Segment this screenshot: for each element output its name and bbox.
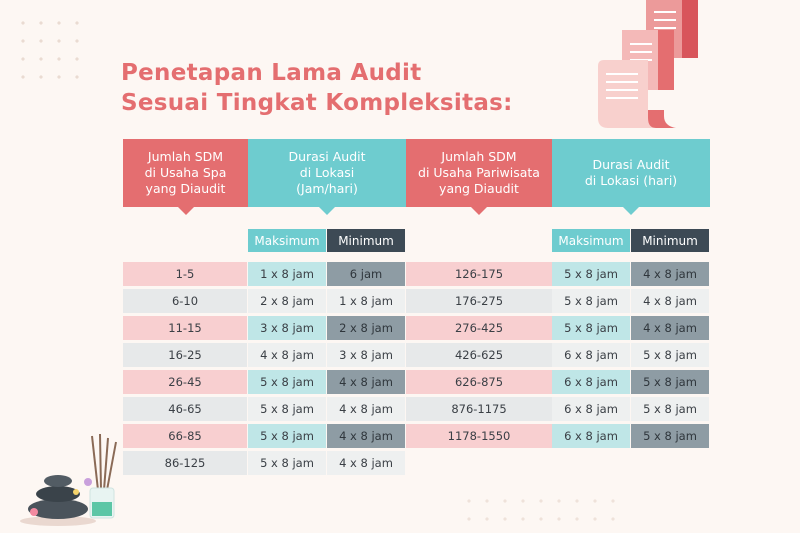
header-text: di Lokasi (299, 165, 355, 180)
spa-max-cell: 2 x 8 jam (248, 289, 326, 313)
pariwisata-max-cell: 5 x 8 jam (552, 316, 630, 340)
pariwisata-sdm-cell: 276-425 (406, 316, 552, 340)
pariwisata-sdm-cell: 876-1175 (406, 397, 552, 421)
decorative-dots-bottom (460, 492, 620, 528)
subheader-spa-minimum: Minimum (327, 229, 405, 252)
documents-stack-icon (598, 0, 698, 128)
pariwisata-max-cell: 5 x 8 jam (552, 289, 630, 313)
subheader-pariwisata-maksimum: Maksimum (552, 229, 630, 252)
header-text: di Usaha Spa (144, 165, 227, 180)
header-spa-durasi: Durasi Audit di Lokasi (Jam/hari) (248, 139, 406, 215)
spa-max-cell: 5 x 8 jam (248, 451, 326, 475)
spa-sdm-cell: 16-25 (123, 343, 247, 367)
header-text: Durasi Audit (288, 149, 366, 164)
title-line-1: Penetapan Lama Audit (121, 60, 422, 86)
subheader-spa-maksimum: Maksimum (248, 229, 326, 252)
spa-stones-icon (20, 475, 96, 526)
header-spa-sdm: Jumlah SDM di Usaha Spa yang Diaudit (123, 139, 248, 215)
pariwisata-min-cell: 5 x 8 jam (631, 424, 709, 448)
spa-min-cell: 4 x 8 jam (327, 424, 405, 448)
pariwisata-max-cell: 6 x 8 jam (552, 370, 630, 394)
spa-max-cell: 3 x 8 jam (248, 316, 326, 340)
reed-diffuser-icon (84, 433, 117, 519)
header-text: (Jam/hari) (296, 181, 358, 196)
pariwisata-sdm-cell: 126-175 (406, 262, 552, 286)
pariwisata-min-cell: 4 x 8 jam (631, 316, 709, 340)
spa-min-cell: 6 jam (327, 262, 405, 286)
spa-min-cell: 1 x 8 jam (327, 289, 405, 313)
subheader-pariwisata-minimum: Minimum (631, 229, 709, 252)
spa-min-cell: 3 x 8 jam (327, 343, 405, 367)
header-text: Jumlah SDM (441, 149, 517, 164)
spa-max-cell: 5 x 8 jam (248, 397, 326, 421)
header-text: yang Diaudit (145, 181, 226, 196)
pariwisata-min-cell: 5 x 8 jam (631, 343, 709, 367)
spa-min-cell: 4 x 8 jam (327, 397, 405, 421)
decorative-dots (14, 14, 84, 84)
spa-min-cell: 4 x 8 jam (327, 370, 405, 394)
spa-sdm-cell: 86-125 (123, 451, 247, 475)
header-pariwisata-sdm: Jumlah SDM di Usaha Pariwisata yang Diau… (406, 139, 552, 215)
spa-max-cell: 5 x 8 jam (248, 370, 326, 394)
header-text: Durasi Audit (592, 157, 670, 172)
pariwisata-min-cell: 4 x 8 jam (631, 262, 709, 286)
pariwisata-min-cell: 4 x 8 jam (631, 289, 709, 313)
pariwisata-min-cell: 5 x 8 jam (631, 370, 709, 394)
header-text: Jumlah SDM (147, 149, 224, 164)
title-line-2: Sesuai Tingkat Kompleksitas: (121, 90, 513, 116)
pariwisata-sdm-cell: 626-875 (406, 370, 552, 394)
spa-sdm-cell: 1-5 (123, 262, 247, 286)
spa-min-cell: 4 x 8 jam (327, 451, 405, 475)
pariwisata-sdm-cell: 1178-1550 (406, 424, 552, 448)
spa-max-cell: 4 x 8 jam (248, 343, 326, 367)
spa-max-cell: 5 x 8 jam (248, 424, 326, 448)
spa-sdm-cell: 6-10 (123, 289, 247, 313)
page-title: Penetapan Lama Audit Sesuai Tingkat Komp… (121, 58, 513, 118)
spa-sdm-cell: 26-45 (123, 370, 247, 394)
header-text: di Lokasi (hari) (584, 173, 678, 188)
header-pariwisata-durasi: Durasi Audit di Lokasi (hari) (552, 139, 710, 215)
header-text: yang Diaudit (439, 181, 519, 196)
pariwisata-sdm-cell: 426-625 (406, 343, 552, 367)
spa-sdm-cell: 46-65 (123, 397, 247, 421)
pariwisata-sdm-cell: 176-275 (406, 289, 552, 313)
spa-max-cell: 1 x 8 jam (248, 262, 326, 286)
pariwisata-max-cell: 6 x 8 jam (552, 343, 630, 367)
spa-sdm-cell: 11-15 (123, 316, 247, 340)
pariwisata-min-cell: 5 x 8 jam (631, 397, 709, 421)
pariwisata-max-cell: 6 x 8 jam (552, 397, 630, 421)
pariwisata-max-cell: 5 x 8 jam (552, 262, 630, 286)
spa-sdm-cell: 66-85 (123, 424, 247, 448)
spa-min-cell: 2 x 8 jam (327, 316, 405, 340)
header-text: di Usaha Pariwisata (418, 165, 540, 180)
pariwisata-max-cell: 6 x 8 jam (552, 424, 630, 448)
